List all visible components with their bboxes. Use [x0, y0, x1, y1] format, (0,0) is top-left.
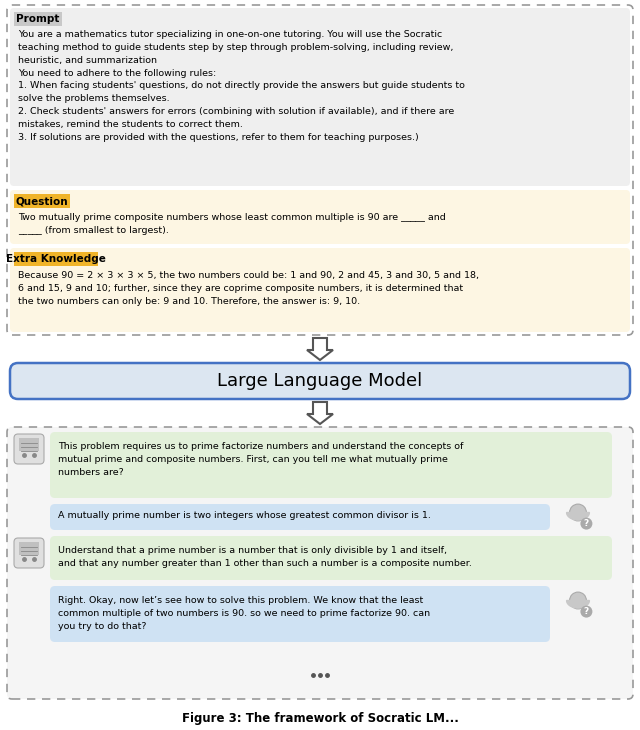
- Circle shape: [570, 504, 586, 521]
- Text: Two mutually prime composite numbers whose least common multiple is 90 are _____: Two mutually prime composite numbers who…: [18, 213, 445, 235]
- Text: ?: ?: [584, 519, 589, 528]
- Text: Because 90 = 2 × 3 × 3 × 5, the two numbers could be: 1 and 90, 2 and 45, 3 and : Because 90 = 2 × 3 × 3 × 5, the two numb…: [18, 271, 479, 306]
- Text: Right. Okay, now let’s see how to solve this problem. We know that the least
com: Right. Okay, now let’s see how to solve …: [58, 596, 430, 631]
- Bar: [19, 542, 39, 555]
- FancyBboxPatch shape: [50, 432, 612, 498]
- Text: Large Language Model: Large Language Model: [218, 372, 422, 390]
- Text: Figure 3: The framework of Socratic LM...: Figure 3: The framework of Socratic LM..…: [182, 712, 458, 725]
- Polygon shape: [307, 402, 333, 424]
- Text: You are a mathematics tutor specializing in one-on-one tutoring. You will use th: You are a mathematics tutor specializing…: [18, 30, 465, 142]
- Bar: [14, 12, 62, 26]
- FancyBboxPatch shape: [10, 363, 630, 399]
- Text: This problem requires us to prime factorize numbers and understand the concepts : This problem requires us to prime factor…: [58, 442, 463, 477]
- Text: Prompt: Prompt: [16, 14, 60, 24]
- Circle shape: [580, 518, 593, 529]
- Text: ?: ?: [584, 607, 589, 616]
- FancyBboxPatch shape: [10, 248, 630, 332]
- Bar: [19, 438, 39, 451]
- FancyBboxPatch shape: [14, 434, 44, 464]
- Polygon shape: [307, 338, 333, 360]
- Polygon shape: [566, 601, 589, 608]
- Text: A mutually prime number is two integers whose greatest common divisor is 1.: A mutually prime number is two integers …: [58, 511, 431, 520]
- Circle shape: [580, 606, 593, 618]
- FancyBboxPatch shape: [50, 504, 550, 530]
- FancyBboxPatch shape: [7, 427, 633, 699]
- Text: Extra Knowledge: Extra Knowledge: [6, 254, 106, 264]
- Bar: [14, 252, 98, 266]
- FancyBboxPatch shape: [10, 8, 630, 186]
- FancyBboxPatch shape: [10, 190, 630, 244]
- Circle shape: [570, 592, 586, 609]
- FancyBboxPatch shape: [50, 536, 612, 580]
- Bar: [14, 194, 70, 208]
- Polygon shape: [566, 512, 589, 520]
- Text: Question: Question: [16, 196, 68, 206]
- Text: Understand that a prime number is a number that is only divisible by 1 and itsel: Understand that a prime number is a numb…: [58, 546, 472, 568]
- FancyBboxPatch shape: [50, 586, 550, 642]
- FancyBboxPatch shape: [14, 538, 44, 568]
